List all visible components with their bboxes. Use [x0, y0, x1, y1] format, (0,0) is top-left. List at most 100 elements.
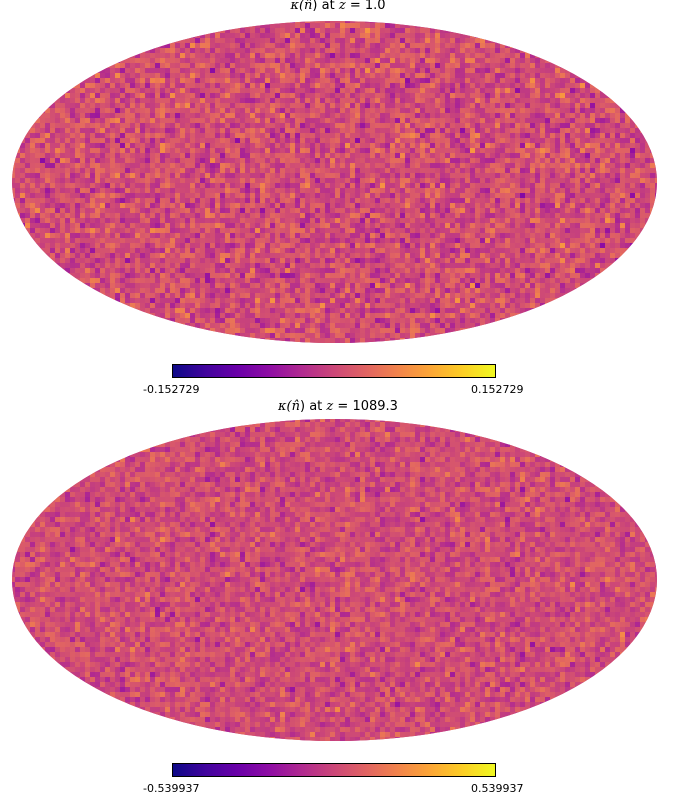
field-pixel [380, 138, 385, 143]
field-pixel [255, 58, 260, 63]
field-pixel [115, 33, 120, 38]
field-pixel [90, 73, 95, 78]
field-pixel [560, 28, 565, 33]
field-pixel [290, 78, 295, 83]
field-pixel [160, 78, 165, 83]
field-pixel [200, 88, 205, 93]
field-pixel [185, 118, 190, 123]
field-pixel [110, 188, 115, 193]
field-pixel [645, 163, 650, 168]
field-pixel [205, 153, 210, 158]
field-pixel [290, 23, 295, 28]
field-pixel [215, 43, 220, 48]
field-pixel [15, 48, 20, 53]
field-pixel [195, 158, 200, 163]
field-pixel [580, 93, 585, 98]
field-pixel [495, 21, 500, 23]
field-pixel [275, 128, 280, 133]
field-pixel [370, 143, 375, 148]
field-pixel [440, 168, 445, 173]
field-pixel [475, 93, 480, 98]
field-pixel [205, 58, 210, 63]
field-pixel [15, 103, 20, 108]
field-pixel [170, 163, 175, 168]
field-pixel [50, 43, 55, 48]
field-pixel [485, 113, 490, 118]
field-pixel [650, 43, 655, 48]
field-pixel [295, 103, 300, 108]
field-pixel [20, 163, 25, 168]
field-pixel [35, 33, 40, 38]
field-pixel [540, 63, 545, 68]
field-pixel [525, 158, 530, 163]
field-pixel [50, 33, 55, 38]
field-pixel [405, 198, 410, 203]
field-pixel [535, 43, 540, 48]
field-pixel [100, 98, 105, 103]
field-pixel [35, 183, 40, 188]
field-pixel [140, 198, 145, 203]
field-pixel [365, 198, 370, 203]
field-pixel [350, 53, 355, 58]
field-pixel [525, 193, 530, 198]
field-pixel [560, 43, 565, 48]
field-pixel [480, 148, 485, 153]
field-pixel [310, 178, 315, 183]
field-pixel [375, 163, 380, 168]
field-pixel [635, 153, 640, 158]
field-pixel [330, 128, 335, 133]
field-pixel [130, 138, 135, 143]
field-pixel [650, 193, 655, 198]
field-pixel [205, 183, 210, 188]
field-pixel [455, 53, 460, 58]
field-pixel [35, 163, 40, 168]
field-pixel [405, 83, 410, 88]
field-pixel [220, 148, 225, 153]
field-pixel [300, 33, 305, 38]
field-pixel [620, 43, 625, 48]
field-pixel [490, 108, 495, 113]
field-pixel [635, 123, 640, 128]
field-pixel [85, 78, 90, 83]
field-pixel [85, 88, 90, 93]
field-pixel [510, 158, 515, 163]
field-pixel [185, 98, 190, 103]
field-pixel [330, 143, 335, 148]
field-pixel [545, 193, 550, 198]
field-pixel [585, 103, 590, 108]
field-pixel [305, 178, 310, 183]
field-pixel [135, 148, 140, 153]
field-pixel [405, 103, 410, 108]
field-pixel [425, 63, 430, 68]
field-pixel [490, 173, 495, 178]
field-pixel [395, 163, 400, 168]
field-pixel [150, 188, 155, 193]
field-pixel [550, 198, 555, 203]
field-pixel [100, 168, 105, 173]
field-pixel [410, 83, 415, 88]
field-pixel [265, 133, 270, 138]
field-pixel [405, 168, 410, 173]
field-pixel [140, 38, 145, 43]
field-pixel [40, 113, 45, 118]
field-pixel [305, 128, 310, 133]
field-pixel [465, 138, 470, 143]
field-pixel [420, 133, 425, 138]
field-pixel [410, 33, 415, 38]
field-pixel [445, 78, 450, 83]
field-pixel [645, 168, 650, 173]
field-pixel [595, 178, 600, 183]
field-pixel [300, 63, 305, 68]
field-pixel [175, 88, 180, 93]
field-pixel [285, 133, 290, 138]
field-pixel [635, 183, 640, 188]
field-pixel [515, 38, 520, 43]
field-pixel [370, 163, 375, 168]
field-pixel [370, 68, 375, 73]
field-pixel [210, 133, 215, 138]
field-pixel [30, 138, 35, 143]
field-pixel [640, 123, 645, 128]
field-pixel [205, 168, 210, 173]
field-pixel [495, 88, 500, 93]
field-pixel [435, 158, 440, 163]
